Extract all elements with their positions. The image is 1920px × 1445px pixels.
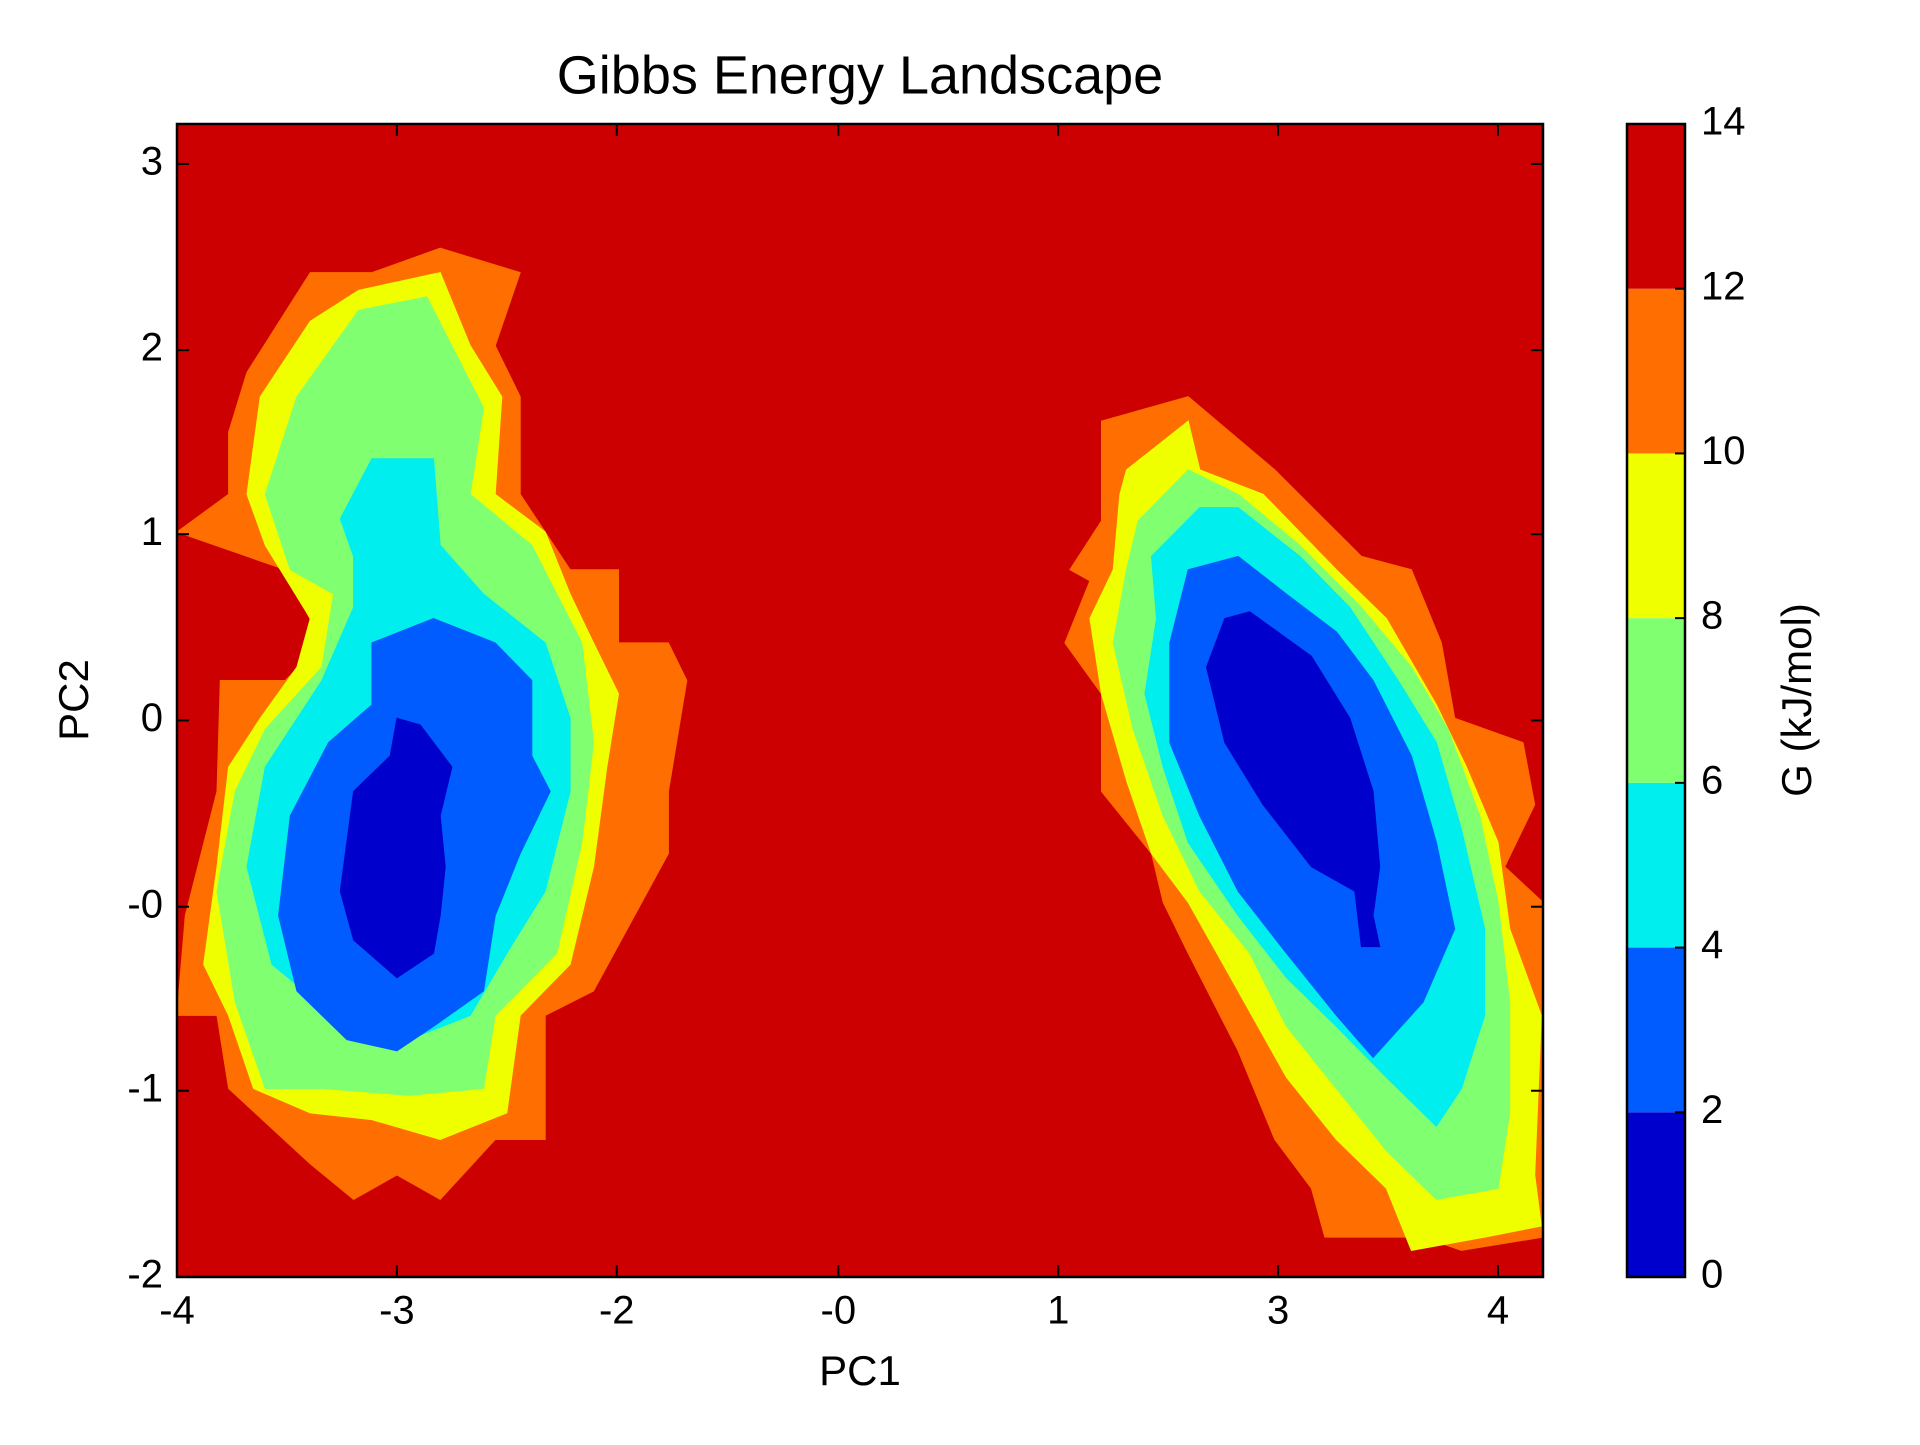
colorbar-tick-label: 4 xyxy=(1701,923,1723,967)
y-tick-label: 1 xyxy=(141,510,163,554)
colorbar-tick-label: 8 xyxy=(1701,594,1723,638)
colorbar-tick-label: 6 xyxy=(1701,758,1723,802)
contour-region xyxy=(339,717,453,979)
y-tick-label: -1 xyxy=(127,1066,163,1110)
colorbar-band xyxy=(1627,618,1685,783)
colorbar-label: G (kJ/mol) xyxy=(1773,603,1820,797)
colorbar-frame xyxy=(1625,122,1687,1279)
x-tick-label: -3 xyxy=(379,1289,415,1333)
plot-frame xyxy=(175,122,1545,1279)
contour-region xyxy=(1205,611,1381,948)
colorbar-band xyxy=(1627,124,1685,289)
x-tick-label: -0 xyxy=(821,1289,857,1333)
y-tick-label: -2 xyxy=(127,1253,163,1297)
chart-title: Gibbs Energy Landscape xyxy=(557,45,1163,105)
colorbar-tick-label: 2 xyxy=(1701,1088,1723,1132)
colorbar-band xyxy=(1627,453,1685,619)
y-tick-label: 3 xyxy=(141,139,163,183)
colorbar-band xyxy=(1627,1112,1685,1277)
colorbar-tick-label: 10 xyxy=(1701,429,1746,473)
colorbar-band xyxy=(1627,288,1685,454)
colorbar-tick-label: 12 xyxy=(1701,264,1746,308)
y-tick-label: -0 xyxy=(127,882,163,926)
x-tick-label: 4 xyxy=(1487,1289,1509,1333)
y-tick-label: 2 xyxy=(141,326,163,370)
colorbar-tick-label: 0 xyxy=(1701,1253,1723,1297)
x-tick-label: -4 xyxy=(159,1289,195,1333)
x-tick-label: 3 xyxy=(1267,1289,1289,1333)
x-tick-label: 1 xyxy=(1047,1289,1069,1333)
x-tick-label: -2 xyxy=(599,1289,635,1333)
y-tick-label: 0 xyxy=(141,696,163,740)
x-axis-label: PC1 xyxy=(819,1347,901,1394)
y-axis-label: PC2 xyxy=(50,659,97,741)
colorbar-tick-label: 14 xyxy=(1701,100,1746,144)
colorbar-band xyxy=(1627,947,1685,1113)
colorbar-band xyxy=(1627,782,1685,948)
